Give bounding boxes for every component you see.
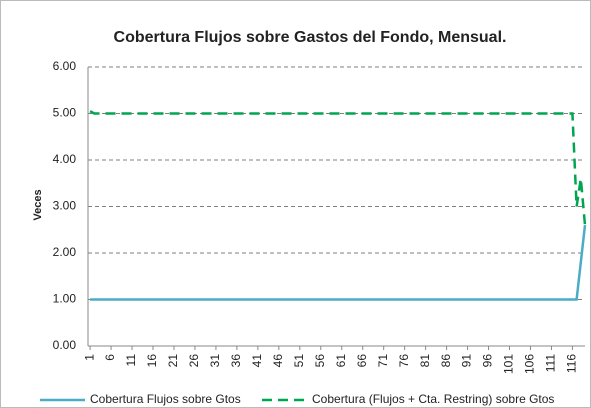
x-tick-label: 41 (250, 354, 264, 368)
legend-label: Cobertura (Flujos + Cta. Restring) sobre… (312, 392, 554, 406)
x-tick-label: 86 (439, 354, 453, 368)
legend-label: Cobertura Flujos sobre Gtos (90, 392, 241, 406)
y-tick-label: 6.00 (53, 59, 77, 73)
y-tick-label: 4.00 (53, 152, 77, 166)
x-tick-label: 51 (292, 354, 306, 368)
series-line (89, 110, 587, 226)
x-tick-label: 61 (334, 354, 348, 368)
y-tick-label: 1.00 (53, 292, 77, 306)
y-axis-label: Veces (32, 189, 44, 220)
x-tick-label: 36 (229, 354, 243, 368)
x-tick-label: 66 (355, 354, 369, 368)
x-tick-label: 116 (565, 354, 579, 373)
x-tick-label: 31 (208, 354, 222, 368)
x-tick-label: 106 (523, 354, 537, 374)
x-tick-label: 26 (187, 354, 201, 368)
x-tick-label: 76 (397, 354, 411, 368)
y-tick-label: 5.00 (53, 106, 77, 120)
x-tick-label: 11 (124, 354, 138, 367)
x-tick-label: 91 (460, 354, 474, 368)
x-tick-label: 21 (166, 354, 180, 368)
x-tick-label: 101 (502, 354, 516, 374)
x-tick-label: 56 (313, 354, 327, 368)
x-tick-label: 96 (481, 354, 495, 368)
chart-title: Cobertura Flujos sobre Gastos del Fondo,… (114, 29, 507, 46)
x-tick-label: 6 (103, 354, 117, 361)
series-line (90, 224, 587, 301)
x-tick-label: 71 (376, 354, 390, 368)
x-tick-label: 46 (271, 354, 285, 368)
x-tick-label: 81 (418, 354, 432, 368)
y-tick-label: 0.00 (53, 338, 77, 352)
x-tick-label: 1 (82, 354, 96, 361)
y-tick-label: 2.00 (53, 245, 77, 259)
x-tick-label: 111 (544, 354, 558, 373)
x-tick-label: 16 (145, 354, 159, 368)
y-tick-label: 3.00 (53, 199, 77, 213)
